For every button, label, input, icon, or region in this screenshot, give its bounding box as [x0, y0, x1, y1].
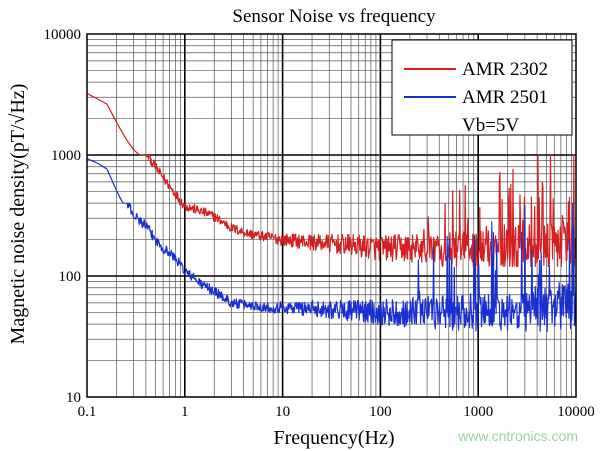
x-tick-label: 10	[275, 404, 290, 420]
x-axis-label: Frequency(Hz)	[273, 427, 394, 449]
y-axis-label: Magnetic noise density(pT/√Hz)	[7, 84, 29, 345]
legend-label-amr-2302: AMR 2302	[462, 59, 548, 80]
x-tick-label: 0.1	[78, 404, 97, 420]
y-tick-label: 10000	[44, 27, 82, 43]
legend-note: Vb=5V	[462, 115, 519, 136]
watermark: www.cntronics.com	[457, 428, 578, 444]
x-tick-label: 100	[369, 404, 392, 420]
x-tick-label: 1	[181, 404, 189, 420]
series-line-amr-2501	[86, 157, 577, 332]
plot-frame	[86, 33, 577, 398]
legend-box	[391, 39, 573, 136]
x-tick-label: 1000	[463, 404, 493, 420]
chart-title: Sensor Noise vs frequency	[232, 6, 436, 27]
series-layer	[86, 92, 577, 332]
major-grid	[87, 34, 576, 397]
y-tick-label: 10	[66, 390, 81, 406]
legend: AMR 2302 AMR 2501 Vb=5V	[391, 39, 573, 136]
y-tick-label: 100	[59, 269, 82, 285]
x-tick-label: 10000	[557, 404, 595, 420]
minor-grid	[87, 34, 576, 397]
y-tick-label: 1000	[51, 148, 81, 164]
series-line-amr-2302	[86, 92, 577, 267]
tick-labels: 0.1 1 10 100 1000 10000 10 100 1000 10000	[44, 27, 595, 420]
legend-label-amr-2501: AMR 2501	[462, 87, 548, 108]
